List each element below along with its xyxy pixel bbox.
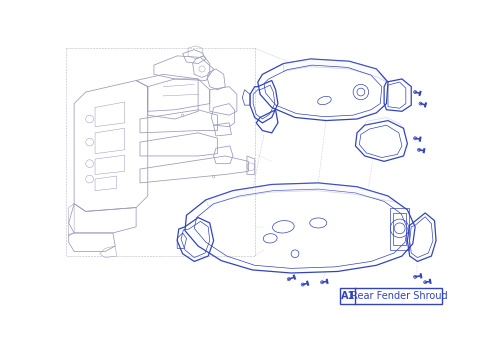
Polygon shape [206, 183, 396, 206]
Polygon shape [284, 59, 387, 82]
Text: A1: A1 [340, 291, 355, 301]
Polygon shape [365, 118, 404, 128]
Text: Rear Fender Shroud: Rear Fender Shroud [351, 291, 448, 301]
FancyBboxPatch shape [340, 288, 442, 304]
